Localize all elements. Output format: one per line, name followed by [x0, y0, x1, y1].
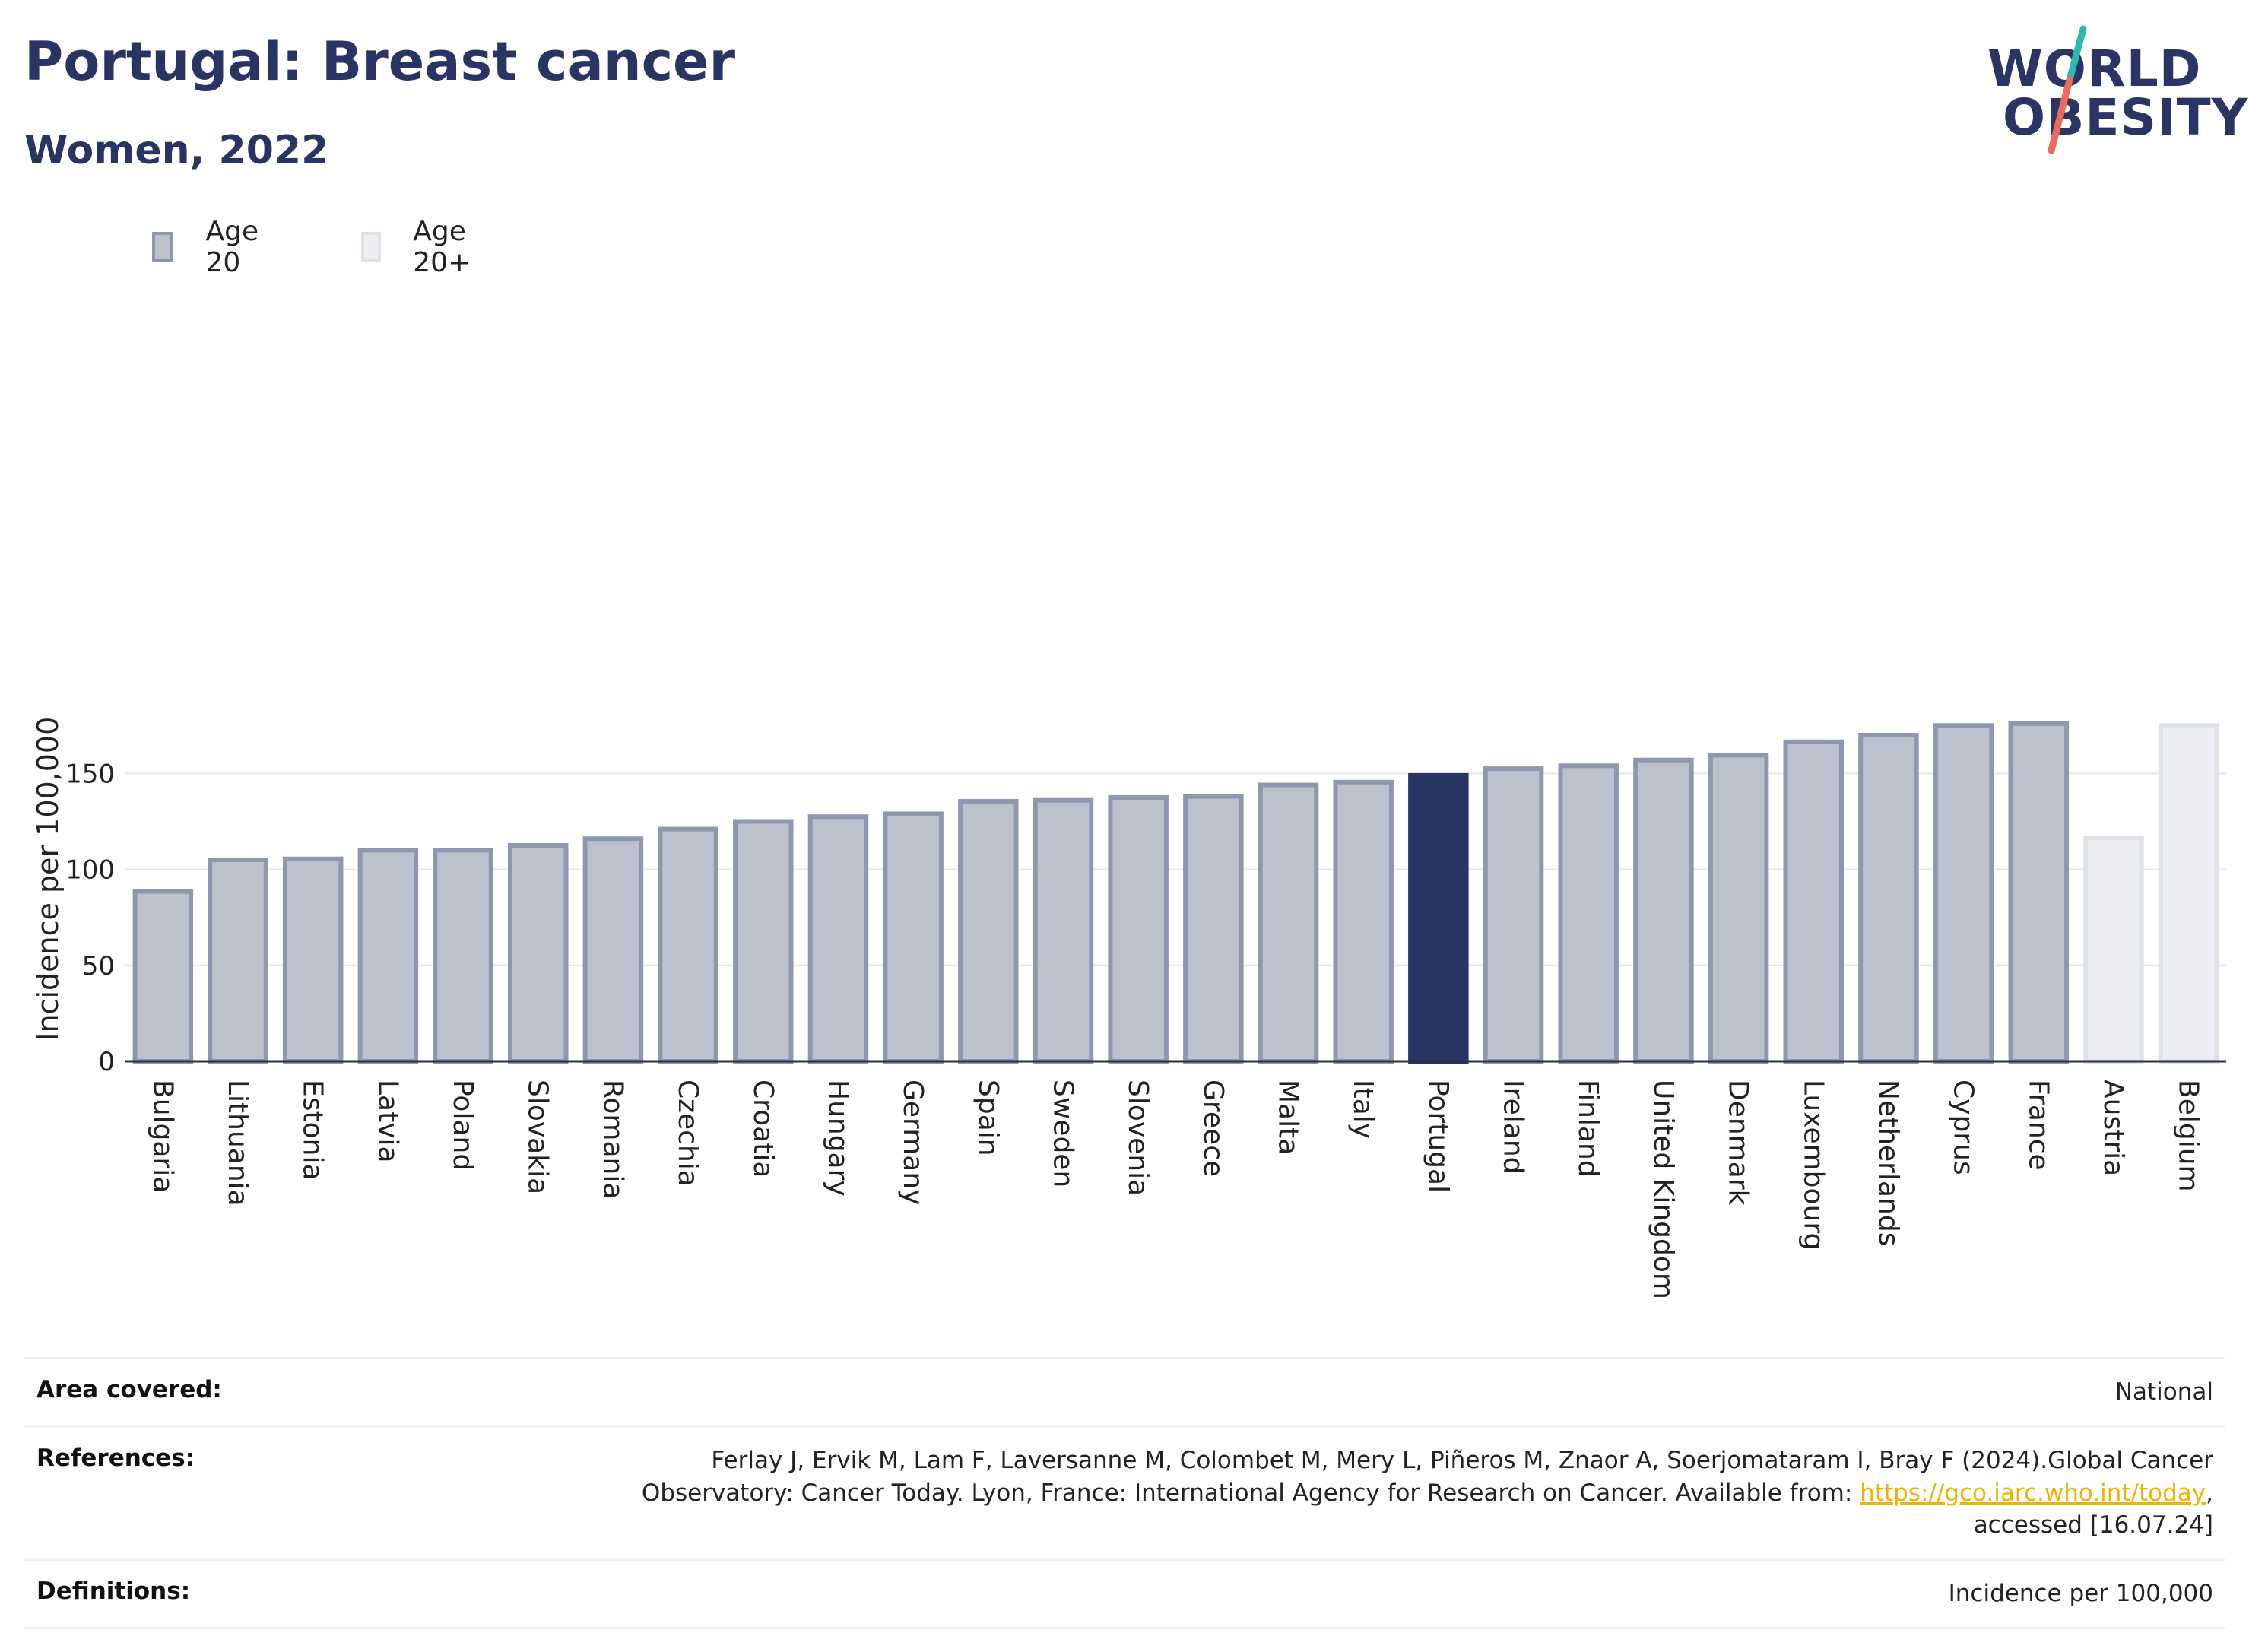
footer-row-definitions: Definitions: Incidence per 100,000 — [24, 1558, 2225, 1629]
bar-latvia — [357, 848, 419, 1064]
bar-romania — [582, 836, 644, 1064]
x-tick-label: Cyprus — [1948, 1080, 1979, 1175]
definitions-value: Incidence per 100,000 — [1948, 1580, 2213, 1608]
x-tick-label: Romania — [597, 1080, 628, 1199]
references-label: References: — [36, 1444, 195, 1472]
y-tick-label: 100 — [65, 855, 115, 886]
area-covered-label: Area covered: — [36, 1376, 222, 1403]
footer-row-area: Area covered: National — [24, 1357, 2225, 1425]
references-tail: , accessed [16.07.24] — [1973, 1479, 2213, 1539]
legend-item-age20plus[interactable]: Age 20+ — [361, 216, 481, 278]
legend-swatch-age20plus — [361, 232, 382, 262]
footer-row-references: References: Ferlay J, Ervik M, Lam F, La… — [24, 1425, 2225, 1558]
chart-footer: Area covered: National References: Ferla… — [24, 1357, 2225, 1629]
bar-austria — [2083, 835, 2144, 1064]
legend-label-age20plus: Age 20+ — [413, 216, 471, 278]
bar-slovakia — [507, 843, 569, 1064]
x-tick-label: Hungary — [822, 1080, 853, 1197]
bar-denmark — [1708, 753, 1769, 1064]
x-tick-label: Sweden — [1047, 1080, 1078, 1187]
x-tick-label: Czechia — [672, 1080, 703, 1187]
page-subtitle: Women, 2022 — [24, 128, 329, 173]
bar-luxembourg — [1783, 739, 1845, 1064]
area-covered-value: National — [2114, 1378, 2213, 1406]
bar-hungary — [807, 814, 869, 1064]
x-tick-label: Latvia — [372, 1080, 403, 1163]
x-tick-label: Croatia — [747, 1080, 779, 1178]
bar-france — [2008, 721, 2070, 1064]
x-tick-label: Italy — [1347, 1080, 1378, 1139]
x-tick-label: United Kingdom — [1648, 1080, 1679, 1299]
bar-malta — [1258, 782, 1319, 1064]
x-tick-label: Netherlands — [1873, 1080, 1904, 1246]
x-tick-label: Luxembourg — [1797, 1080, 1829, 1250]
logo-line2: OBESITY — [2003, 88, 2249, 147]
bar-czechia — [658, 826, 718, 1064]
references-link[interactable]: https://gco.iarc.who.int/today — [1860, 1479, 2206, 1507]
references-value: Ferlay J, Ervik M, Lam F, Laversanne M, … — [617, 1444, 2213, 1542]
bar-cyprus — [1933, 723, 1994, 1064]
legend-item-age20[interactable]: Age 20 — [152, 216, 268, 278]
y-axis-title: Incidence per 100,000 — [31, 717, 65, 1042]
x-tick-label: Denmark — [1723, 1080, 1754, 1206]
x-tick-label: Estonia — [297, 1080, 328, 1181]
bar-estonia — [282, 856, 344, 1064]
x-tick-label: Slovakia — [522, 1080, 554, 1194]
x-tick-label: Lithuania — [222, 1080, 253, 1206]
x-tick-label: Slovenia — [1122, 1080, 1153, 1196]
x-tick-label: Germany — [897, 1080, 928, 1205]
bar-poland — [433, 848, 493, 1064]
x-tick-label: Belgium — [2173, 1080, 2204, 1192]
bar-portugal — [1408, 772, 1469, 1064]
bar-united-kingdom — [1633, 757, 1694, 1064]
bar-italy — [1333, 779, 1394, 1064]
world-obesity-logo: WORLD OBESITY — [1977, 23, 2247, 160]
x-tick-label: Portugal — [1423, 1080, 1454, 1193]
x-tick-label: France — [2022, 1080, 2054, 1171]
bar-netherlands — [1858, 732, 1919, 1064]
bar-greece — [1183, 794, 1244, 1064]
bar-slovenia — [1108, 794, 1169, 1064]
bar-bulgaria — [132, 889, 194, 1064]
page-title: Portugal: Breast cancer — [24, 30, 736, 93]
bar-belgium — [2158, 723, 2219, 1064]
bar-lithuania — [208, 857, 268, 1064]
y-tick-label: 50 — [82, 951, 115, 981]
x-tick-label: Spain — [972, 1080, 1004, 1156]
y-tick-label: 0 — [98, 1047, 115, 1077]
logo-slash-icon — [2048, 25, 2087, 154]
bar-germany — [883, 811, 944, 1064]
x-tick-label: Poland — [447, 1080, 478, 1171]
legend-label-age20: Age 20 — [205, 216, 259, 278]
x-tick-label: Bulgaria — [147, 1080, 178, 1193]
logo-line1: WORLD — [1987, 40, 2202, 98]
x-tick-label: Malta — [1273, 1080, 1304, 1155]
bar-croatia — [733, 819, 794, 1064]
bar-sweden — [1033, 797, 1094, 1064]
x-tick-label: Austria — [2098, 1080, 2129, 1176]
bar-spain — [958, 798, 1019, 1064]
bar-ireland — [1483, 766, 1544, 1064]
legend-swatch-age20 — [152, 232, 174, 262]
bar-finland — [1558, 763, 1619, 1064]
x-tick-label: Greece — [1197, 1080, 1229, 1177]
references-text: Ferlay J, Ervik M, Lam F, Laversanne M, … — [641, 1446, 2213, 1507]
definitions-label: Definitions: — [36, 1577, 191, 1606]
y-tick-label: 150 — [65, 759, 115, 789]
x-tick-label: Finland — [1572, 1080, 1603, 1178]
x-tick-label: Ireland — [1498, 1080, 1529, 1175]
